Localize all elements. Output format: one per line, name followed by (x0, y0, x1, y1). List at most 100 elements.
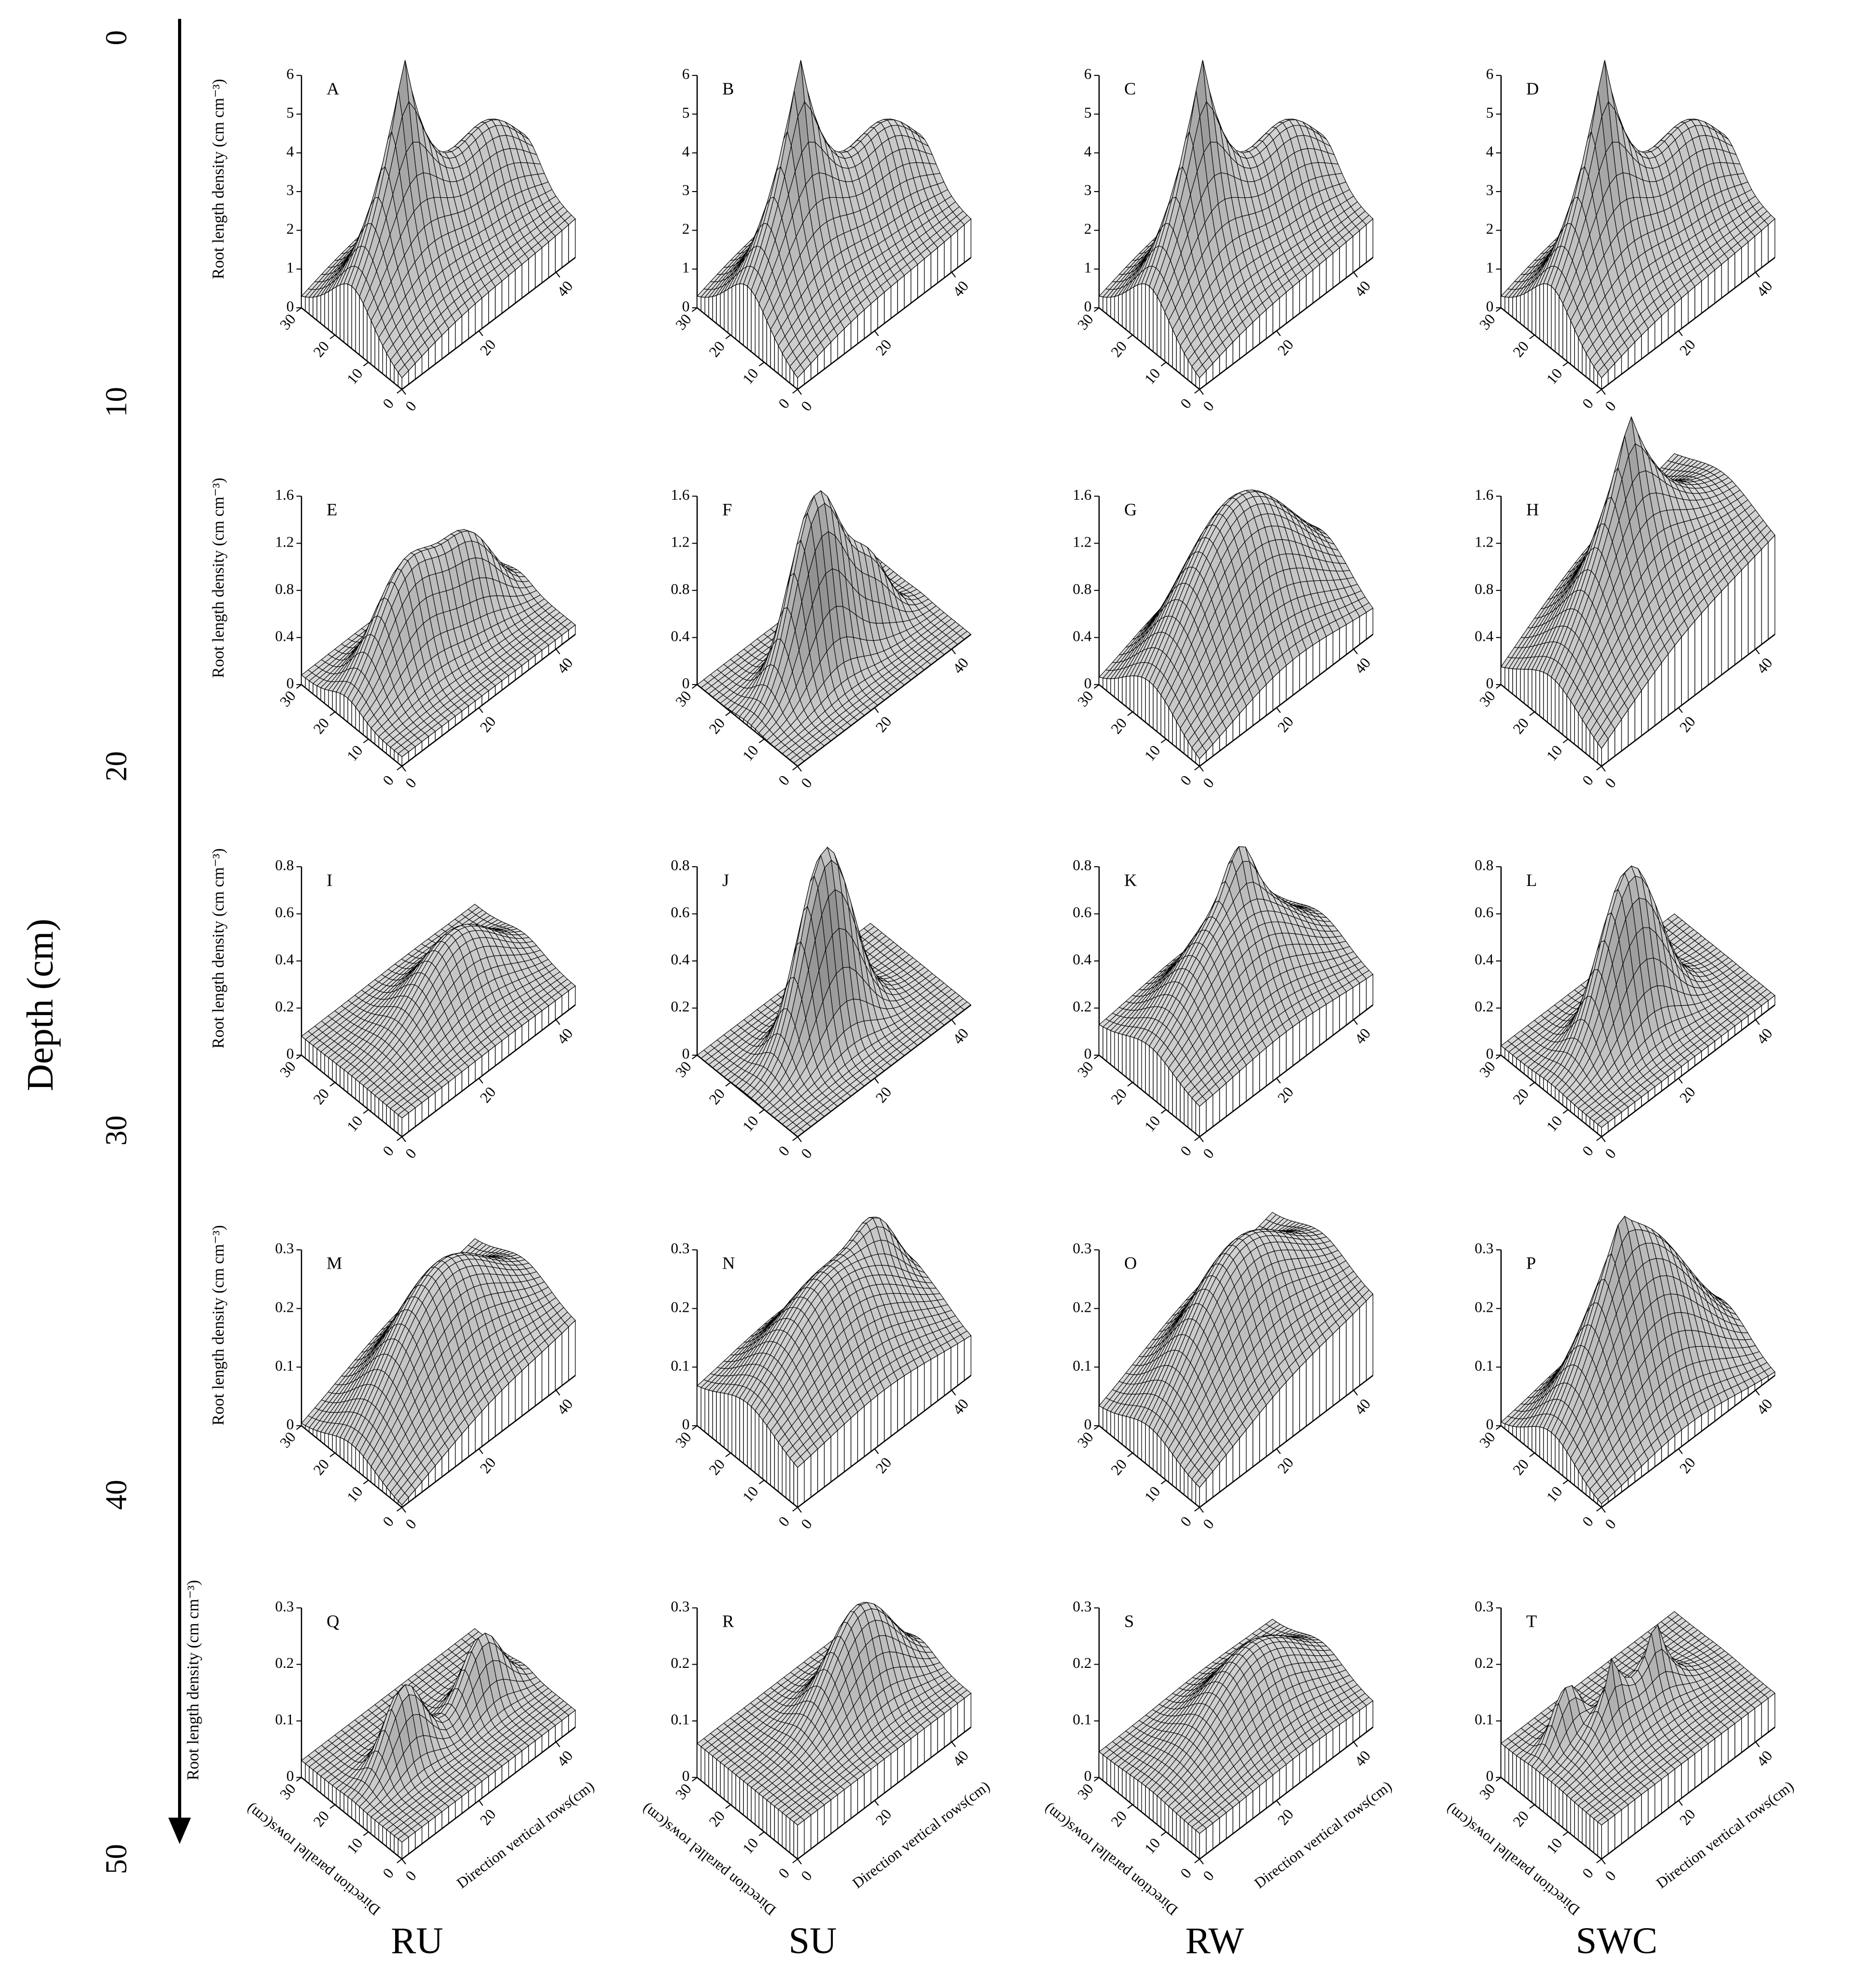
x-tick (951, 649, 956, 655)
wall (1145, 283, 1150, 349)
wall (336, 284, 340, 340)
y-tick (1596, 389, 1602, 394)
wall (917, 258, 925, 299)
z-tick-label: 0.8 (1073, 581, 1092, 598)
y-tick-label: 30 (673, 688, 695, 710)
wall (515, 263, 523, 304)
y-tick (1160, 362, 1167, 366)
z-tick-label: 5 (682, 105, 689, 121)
wall (1279, 292, 1287, 330)
wall (890, 280, 898, 319)
wall (1118, 293, 1123, 327)
wall (1141, 283, 1146, 346)
z-tick-label: 0 (286, 298, 294, 315)
x-tick-label: 0 (798, 775, 816, 791)
z-tick-label: 1.2 (671, 534, 690, 550)
y-tick-label: 0 (775, 773, 793, 789)
depth-label: Depth (cm) (19, 919, 61, 1092)
wall (522, 258, 529, 299)
wall (724, 288, 729, 334)
x-tick-label: 20 (477, 713, 499, 736)
z-tick-label: 1 (682, 259, 689, 276)
x-tick (951, 272, 956, 278)
x-tick-label: 20 (872, 336, 895, 359)
y-tick (1496, 307, 1502, 312)
wall (332, 286, 337, 337)
wall (743, 283, 748, 349)
wall (535, 247, 542, 289)
wall (708, 296, 713, 321)
z-tick-label: 6 (682, 66, 689, 82)
z-tick-label: 2 (1486, 221, 1493, 237)
y-tick-label: 10 (344, 742, 366, 765)
wall (870, 297, 878, 335)
wall (1359, 224, 1367, 269)
wall (1674, 297, 1682, 335)
y-tick (692, 307, 698, 312)
wall (312, 296, 318, 321)
wall (1130, 286, 1134, 337)
y-tick-label: 10 (739, 742, 762, 765)
wall (1681, 292, 1689, 330)
wall (735, 283, 740, 343)
wall (1133, 284, 1138, 340)
y-tick (1127, 334, 1133, 339)
y-tick (725, 711, 731, 716)
wall (508, 269, 516, 309)
wall (1265, 303, 1273, 339)
x-tick-label: 20 (477, 336, 499, 359)
z-tick-label: 1.2 (275, 534, 294, 550)
x-tick (874, 707, 879, 713)
wall (864, 303, 871, 339)
wall (1516, 295, 1521, 324)
x-tick-label: 20 (1677, 336, 1699, 359)
panel-letter: E (326, 500, 337, 520)
wall (739, 283, 744, 346)
y-tick-label: 20 (1510, 338, 1532, 361)
y-tick (758, 362, 765, 366)
wall (501, 274, 509, 314)
y-tick-label: 0 (1177, 396, 1195, 412)
y-tick-label: 10 (739, 365, 762, 388)
wall (930, 247, 938, 289)
z-tick-label: 0.8 (671, 581, 690, 598)
wall (1272, 297, 1280, 335)
y-tick (363, 362, 369, 366)
wall (1259, 309, 1267, 345)
wall (495, 280, 502, 319)
wall (555, 230, 563, 274)
z-tick-label: 4 (1486, 143, 1494, 160)
wall (1714, 263, 1722, 304)
y-tick (725, 334, 731, 339)
wall (884, 286, 892, 324)
wall (1707, 269, 1715, 309)
column-label: RU (391, 1919, 444, 1961)
y-tick-label: 30 (1074, 311, 1097, 333)
wall (1326, 252, 1334, 294)
wall (1164, 312, 1169, 365)
y-tick (396, 389, 402, 394)
wall (1527, 288, 1533, 334)
wall (1125, 288, 1131, 334)
wall (944, 235, 952, 278)
wall (568, 218, 576, 263)
wall (877, 292, 885, 330)
y-tick (1194, 389, 1200, 394)
wall (1559, 296, 1563, 359)
x-tick (874, 330, 879, 336)
wall (1293, 280, 1300, 319)
wall (1566, 312, 1571, 365)
y-tick-label: 20 (1108, 338, 1130, 361)
x-tick (797, 389, 802, 395)
wall (1333, 247, 1340, 289)
wall (728, 286, 732, 337)
z-tick-label: 1.6 (671, 487, 690, 503)
y-tick-label: 0 (379, 773, 397, 789)
wall (951, 230, 958, 274)
wall (324, 291, 329, 331)
panel-letter: C (1124, 80, 1136, 99)
